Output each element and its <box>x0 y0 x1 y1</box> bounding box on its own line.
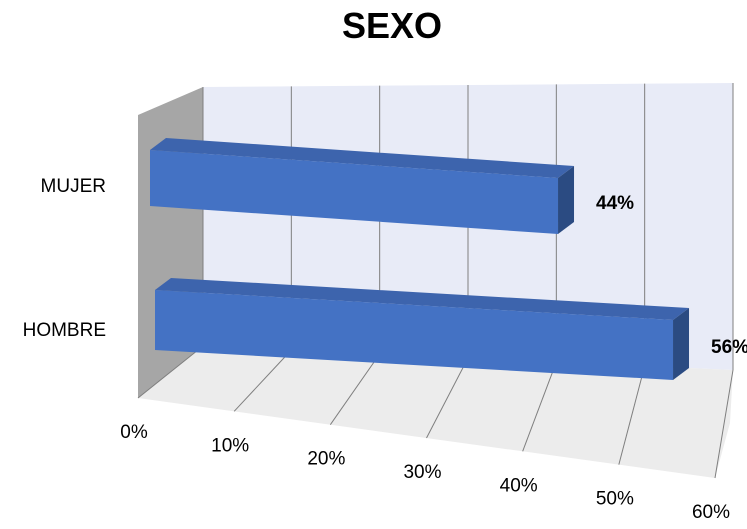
category-label: MUJER <box>41 176 106 197</box>
bar-side <box>673 308 690 380</box>
gridline-floor <box>714 369 734 479</box>
gridline-floor <box>522 361 557 452</box>
x-tick-label: 30% <box>403 462 441 483</box>
x-tick-label: 0% <box>120 422 148 443</box>
gridline-floor <box>329 353 381 425</box>
bar-top <box>150 138 575 178</box>
x-tick-label: 60% <box>692 502 730 523</box>
category-label: HOMBRE <box>23 320 106 341</box>
floor <box>138 346 733 478</box>
gridline-floor <box>233 349 292 412</box>
bars <box>150 138 690 380</box>
x-tick-label: 10% <box>211 435 249 456</box>
labels: 0% 10% 20% 30% 40% 50% 60% MUJER 44% HOMBRE 56% <box>23 176 747 523</box>
bar-top <box>155 278 690 320</box>
bar-side <box>558 166 575 234</box>
gridline-floor <box>618 365 646 465</box>
bar-front <box>155 290 674 380</box>
data-label: 56% <box>711 337 747 358</box>
gridline-floor <box>137 345 204 399</box>
gridline-floor <box>426 357 469 439</box>
x-tick-label: 50% <box>596 489 634 510</box>
data-label: 44% <box>596 193 634 214</box>
x-tick-label: 40% <box>500 475 538 496</box>
x-tick-label: 20% <box>307 449 345 470</box>
chart-title: SEXO <box>342 5 442 46</box>
